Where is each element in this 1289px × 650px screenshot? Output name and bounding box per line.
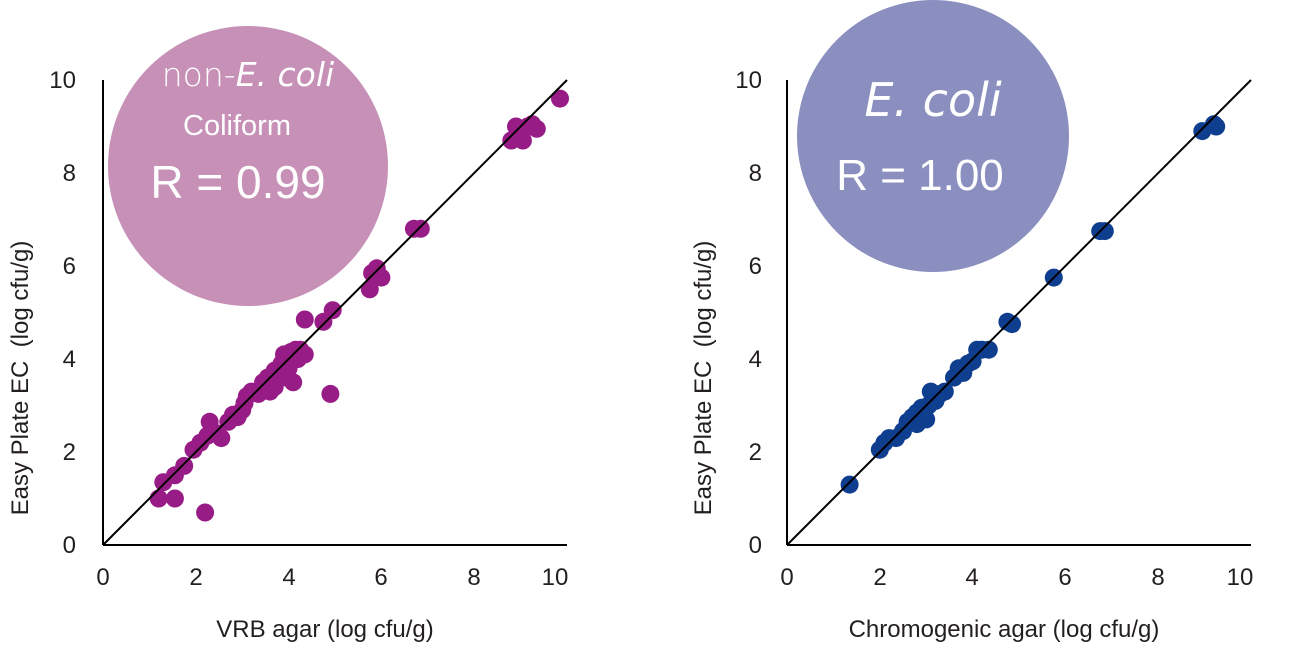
- left-data-point: [551, 89, 569, 108]
- right-data-point: [1207, 117, 1226, 136]
- right-badge-stat: R = 1.00: [836, 151, 1004, 200]
- left-y-tick: 10: [49, 67, 76, 94]
- left-badge-title-plain: non-: [162, 55, 236, 94]
- right-x-tick: 4: [965, 564, 978, 591]
- left-data-point: [360, 280, 379, 299]
- right-identity-line: [786, 79, 1252, 546]
- left-x-tick-labels: 0 2 4 6 8 10: [96, 564, 568, 591]
- right-data-point: [1095, 222, 1114, 241]
- left-y-tick: 2: [63, 439, 76, 466]
- right-y-tick: 10: [735, 67, 762, 94]
- right-badge-title: E. coli: [864, 73, 1002, 127]
- right-badge: E. coli R = 1.00: [797, 0, 1069, 272]
- right-badge-circle: [797, 0, 1069, 272]
- left-x-tick: 2: [189, 564, 202, 591]
- left-x-tick: 8: [467, 564, 480, 591]
- chart-left: 0 2 4 6 8 10 0 2 4 6 8 10 VRB agar (log …: [7, 26, 569, 643]
- right-y-tick: 4: [749, 346, 762, 373]
- right-x-tick: 2: [873, 564, 886, 591]
- left-x-axis-title: VRB agar (log cfu/g): [216, 616, 433, 643]
- left-badge-title-italic: E. coli: [236, 55, 335, 94]
- right-data-point: [917, 410, 936, 429]
- right-y-axis-title: Easy Plate EC (log cfu/g): [690, 241, 717, 516]
- right-x-tick: 0: [780, 564, 793, 591]
- right-y-tick: 2: [749, 439, 762, 466]
- right-x-tick: 6: [1058, 564, 1071, 591]
- left-data-point: [513, 131, 532, 150]
- left-data-point: [284, 373, 303, 392]
- left-data-point: [323, 301, 342, 320]
- left-badge: non-E. coli Coliform R = 0.99: [108, 26, 388, 306]
- left-x-tick: 0: [96, 564, 109, 591]
- left-data-point: [212, 429, 231, 448]
- left-data-point: [411, 219, 430, 238]
- left-data-point: [321, 384, 340, 403]
- right-badge-title-italic: E. coli: [864, 73, 1002, 127]
- left-data-point: [527, 119, 546, 138]
- left-y-axis-title: Easy Plate EC (log cfu/g): [7, 241, 34, 516]
- left-y-tick-labels: 0 2 4 6 8 10: [49, 67, 76, 559]
- right-data-point: [979, 340, 998, 359]
- right-x-tick: 10: [1227, 564, 1254, 591]
- right-y-tick-labels: 0 2 4 6 8 10: [735, 67, 762, 559]
- left-y-tick: 8: [63, 160, 76, 187]
- right-data-point: [935, 382, 954, 401]
- left-data-point: [165, 489, 184, 508]
- left-data-point: [295, 345, 314, 364]
- left-x-tick: 6: [374, 564, 387, 591]
- left-y-tick: 4: [63, 346, 76, 373]
- left-badge-circle: [108, 26, 388, 306]
- right-x-tick: 8: [1151, 564, 1164, 591]
- right-data-point: [1003, 315, 1021, 334]
- right-x-tick-labels: 0 2 4 6 8 10: [780, 564, 1253, 591]
- left-x-tick: 4: [282, 564, 295, 591]
- left-y-tick: 6: [63, 253, 76, 280]
- right-y-tick: 0: [749, 532, 762, 559]
- right-data-point: [840, 475, 859, 494]
- right-y-tick: 8: [749, 160, 762, 187]
- chart-right: 0 2 4 6 8 10 0 2 4 6 8 10 Chromogenic ag…: [690, 0, 1253, 643]
- left-data-point: [196, 503, 215, 522]
- right-x-axis-title: Chromogenic agar (log cfu/g): [849, 616, 1160, 643]
- left-badge-stat: R = 0.99: [150, 156, 325, 208]
- left-data-point: [175, 456, 194, 475]
- left-badge-subtitle: Coliform: [183, 110, 291, 142]
- left-data-point: [372, 268, 391, 287]
- left-y-tick: 0: [63, 532, 76, 559]
- left-badge-title: non-E. coli: [162, 55, 334, 94]
- left-data-point: [295, 310, 314, 329]
- left-identity-line: [102, 79, 568, 546]
- left-data-point: [149, 489, 168, 508]
- right-y-tick: 6: [749, 253, 762, 280]
- left-x-tick: 10: [542, 564, 569, 591]
